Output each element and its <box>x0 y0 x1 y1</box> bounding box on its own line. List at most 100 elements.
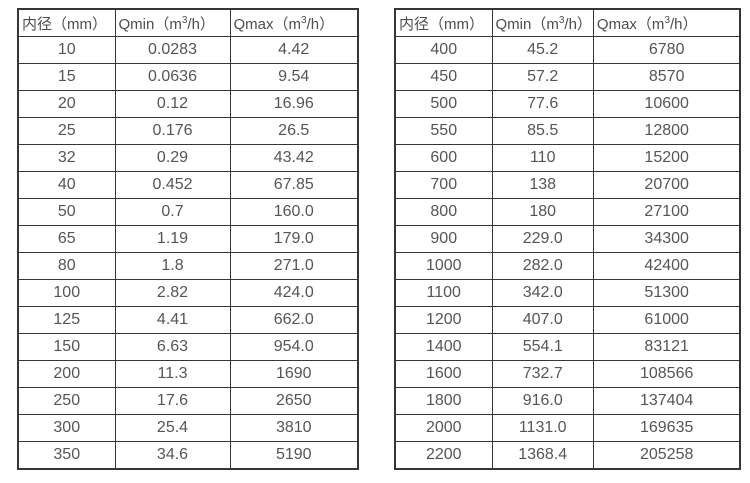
table-cell: 1000 <box>394 252 493 280</box>
table-cell: 40 <box>17 171 116 199</box>
table-cell: 10600 <box>592 90 741 118</box>
table-cell: 0.29 <box>114 144 231 172</box>
table-row: 80 1.8 271.0 <box>17 252 359 280</box>
table-cell: 67.85 <box>229 171 359 199</box>
table-cell: 424.0 <box>229 279 359 307</box>
table-cell: 34300 <box>592 225 741 253</box>
col-header-inner-diameter: 内径（mm） <box>17 8 116 37</box>
table-row: 32 0.29 43.42 <box>17 144 359 172</box>
table-cell: 800 <box>394 198 493 226</box>
table-body: 10 0.0283 4.42 15 0.0636 9.54 20 0.12 16.96 25 0.1… <box>17 36 359 470</box>
table-cell: 108566 <box>592 360 741 388</box>
table-cell: 450 <box>394 63 493 91</box>
table-cell: 2650 <box>229 387 359 415</box>
table-cell: 77.6 <box>491 90 594 118</box>
header-row: 内径（mm） Qmin（m3/h） Qmax（m3/h） <box>17 8 359 37</box>
table-cell: 1.19 <box>114 225 231 253</box>
table-row: 550 85.5 12800 <box>394 117 741 145</box>
table-row: 15 0.0636 9.54 <box>17 63 359 91</box>
table-cell: 6.63 <box>114 333 231 361</box>
table-cell: 50 <box>17 198 116 226</box>
table-row: 20 0.12 16.96 <box>17 90 359 118</box>
table-cell: 554.1 <box>491 333 594 361</box>
table-row: 500 77.6 10600 <box>394 90 741 118</box>
flow-table-large-diameters: 内径（mm） Qmin（m3/h） Qmax（m3/h） 400 45.2 6780… <box>394 8 742 470</box>
table-row: 600 110 15200 <box>394 144 741 172</box>
table-cell: 1600 <box>394 360 493 388</box>
table-row: 1200 407.0 61000 <box>394 306 741 334</box>
table-row: 65 1.19 179.0 <box>17 225 359 253</box>
col-header-qmin: Qmin（m3/h） <box>491 8 594 37</box>
table-cell: 500 <box>394 90 493 118</box>
table-cell: 12800 <box>592 117 741 145</box>
table-cell: 1200 <box>394 306 493 334</box>
table-cell: 954.0 <box>229 333 359 361</box>
table-cell: 27100 <box>592 198 741 226</box>
table-cell: 4.41 <box>114 306 231 334</box>
table-cell: 1131.0 <box>491 414 594 442</box>
table-cell: 8570 <box>592 63 741 91</box>
table-row: 900 229.0 34300 <box>394 225 741 253</box>
table-cell: 700 <box>394 171 493 199</box>
table-cell: 42400 <box>592 252 741 280</box>
table-cell: 61000 <box>592 306 741 334</box>
table-row: 450 57.2 8570 <box>394 63 741 91</box>
table-row: 1600 732.7 108566 <box>394 360 741 388</box>
table-cell: 600 <box>394 144 493 172</box>
table-row: 50 0.7 160.0 <box>17 198 359 226</box>
table-cell: 11.3 <box>114 360 231 388</box>
table-cell: 15 <box>17 63 116 91</box>
table-cell: 2.82 <box>114 279 231 307</box>
col-header-qmax: Qmax（m3/h） <box>592 8 741 37</box>
table-cell: 179.0 <box>229 225 359 253</box>
table-cell: 2200 <box>394 441 493 470</box>
table-cell: 138 <box>491 171 594 199</box>
table-cell: 57.2 <box>491 63 594 91</box>
table-cell: 1.8 <box>114 252 231 280</box>
col-header-inner-diameter: 内径（mm） <box>394 8 493 37</box>
table-cell: 43.42 <box>229 144 359 172</box>
table-cell: 5190 <box>229 441 359 470</box>
table-cell: 180 <box>491 198 594 226</box>
table-cell: 9.54 <box>229 63 359 91</box>
table-row: 100 2.82 424.0 <box>17 279 359 307</box>
col-header-qmin: Qmin（m3/h） <box>114 8 231 37</box>
table-cell: 17.6 <box>114 387 231 415</box>
table-row: 125 4.41 662.0 <box>17 306 359 334</box>
table-cell: 169635 <box>592 414 741 442</box>
table-cell: 250 <box>17 387 116 415</box>
table-cell: 229.0 <box>491 225 594 253</box>
table-cell: 0.0283 <box>114 36 231 64</box>
table-cell: 125 <box>17 306 116 334</box>
table-row: 200 11.3 1690 <box>17 360 359 388</box>
table-cell: 15200 <box>592 144 741 172</box>
table-cell: 65 <box>17 225 116 253</box>
table-cell: 1400 <box>394 333 493 361</box>
table-cell: 271.0 <box>229 252 359 280</box>
table-cell: 200 <box>17 360 116 388</box>
table-cell: 32 <box>17 144 116 172</box>
header-row: 内径（mm） Qmin（m3/h） Qmax（m3/h） <box>394 8 741 37</box>
table-cell: 51300 <box>592 279 741 307</box>
table-cell: 2000 <box>394 414 493 442</box>
flow-table-small-diameters: 内径（mm） Qmin（m3/h） Qmax（m3/h） 10 0.0283 4.4… <box>17 8 359 470</box>
table-row: 350 34.6 5190 <box>17 441 359 470</box>
table-row: 1000 282.0 42400 <box>394 252 741 280</box>
table-cell: 85.5 <box>491 117 594 145</box>
table-row: 700 138 20700 <box>394 171 741 199</box>
table-cell: 0.176 <box>114 117 231 145</box>
table-row: 1400 554.1 83121 <box>394 333 741 361</box>
table-row: 150 6.63 954.0 <box>17 333 359 361</box>
table-cell: 732.7 <box>491 360 594 388</box>
table-cell: 282.0 <box>491 252 594 280</box>
table-row: 1100 342.0 51300 <box>394 279 741 307</box>
table-cell: 0.452 <box>114 171 231 199</box>
table-row: 300 25.4 3810 <box>17 414 359 442</box>
col-header-qmax: Qmax（m3/h） <box>229 8 359 37</box>
table-cell: 83121 <box>592 333 741 361</box>
table-cell: 45.2 <box>491 36 594 64</box>
table-cell: 400 <box>394 36 493 64</box>
table-cell: 0.12 <box>114 90 231 118</box>
table-cell: 137404 <box>592 387 741 415</box>
table-cell: 150 <box>17 333 116 361</box>
